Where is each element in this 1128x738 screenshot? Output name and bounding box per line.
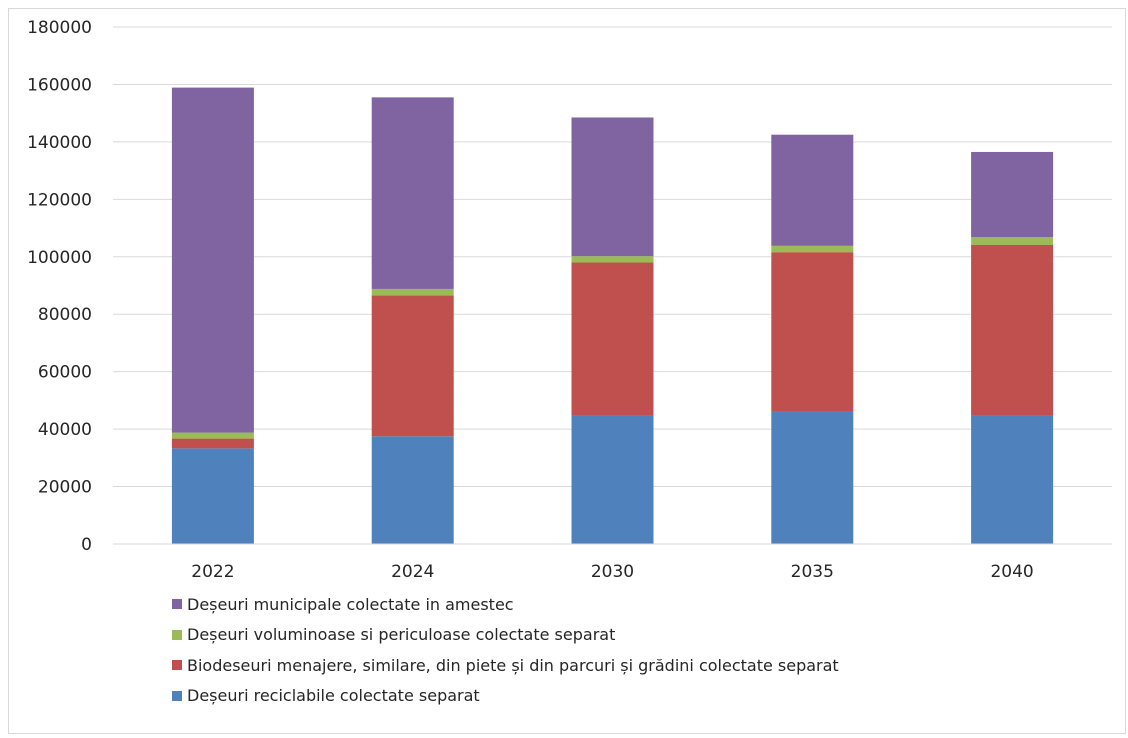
bar-segment [171, 87, 254, 433]
legend-item: Biodeseuri menajere, similare, din piete… [172, 655, 839, 675]
legend-swatch [172, 660, 182, 670]
bar-segment [171, 448, 254, 544]
x-tick-label: 2040 [990, 562, 1033, 582]
legend-item: Deșeuri municipale colectate in amestec [172, 594, 839, 614]
legend: Deșeuri municipale colectate in amestec D… [172, 595, 839, 717]
bar-segment [371, 97, 454, 289]
bar-segment [371, 436, 454, 544]
x-tick-label: 2035 [791, 562, 834, 582]
legend-swatch [172, 629, 182, 640]
axes: 0 20000 40000 60000 80000 100000 120000 140000 1… [27, 18, 1112, 582]
bar-segment [771, 252, 854, 412]
legend-label: Deșeuri municipale colectate in amestec [187, 594, 514, 614]
y-tick-label: 140000 [27, 133, 92, 153]
bar-segment [971, 245, 1054, 416]
legend-swatch [172, 690, 182, 701]
bar-segment [771, 245, 854, 253]
bar-segment [771, 134, 854, 246]
legend-label: Biodeseuri menajere, similare, din piete… [187, 655, 839, 675]
bar-segment [971, 151, 1054, 238]
bars [171, 87, 1054, 544]
bar-segment [571, 117, 654, 257]
y-tick-label: 20000 [38, 478, 92, 498]
y-tick-label: 180000 [27, 18, 92, 38]
y-tick-label: 0 [81, 535, 92, 555]
y-tick-label: 80000 [38, 305, 92, 325]
x-tick-label: 2030 [591, 562, 634, 582]
bar-segment [571, 256, 654, 263]
bar-segment [971, 237, 1054, 246]
y-tick-label: 40000 [38, 420, 92, 440]
bar-segment [571, 415, 654, 544]
bar-segment [571, 262, 654, 416]
legend-label: Deșeuri voluminoase si periculoase colec… [187, 625, 616, 644]
y-tick-label: 100000 [27, 248, 92, 268]
bar-segment [371, 288, 454, 296]
y-tick-label: 120000 [27, 190, 92, 210]
x-tick-label: 2022 [191, 562, 234, 582]
legend-item: Deșeuri reciclabile colectate separat [172, 686, 839, 705]
bar-segment [171, 438, 254, 449]
y-tick-label: 160000 [27, 75, 92, 95]
bar-segment [371, 295, 454, 437]
legend-swatch [172, 599, 182, 609]
bar-segment [171, 432, 254, 439]
legend-label: Deșeuri reciclabile colectate separat [187, 686, 480, 705]
bar-segment [971, 415, 1054, 544]
bar-segment [771, 411, 854, 544]
y-tick-label: 60000 [38, 363, 92, 383]
x-tick-label: 2024 [391, 562, 434, 582]
legend-item: Deșeuri voluminoase si periculoase colec… [172, 625, 839, 644]
